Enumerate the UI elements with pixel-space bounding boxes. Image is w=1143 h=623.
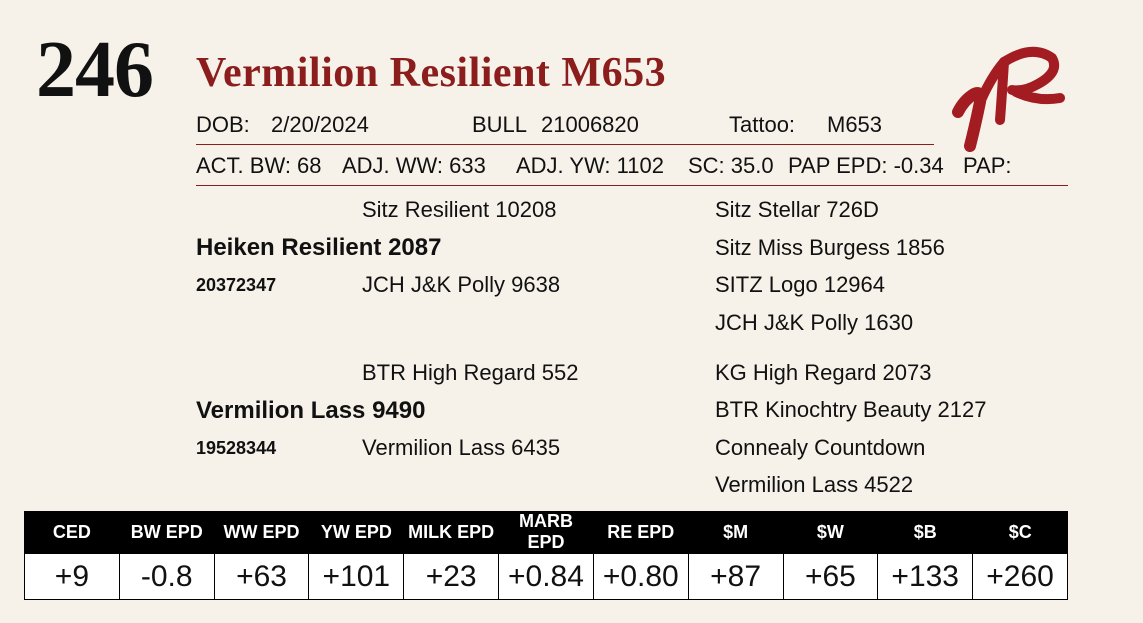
sire-registration: 20372347 — [196, 275, 277, 295]
scrotal-circumference: SC: 35.0 — [688, 153, 774, 178]
epd-header: $C — [972, 511, 1068, 554]
grandparent: Vermilion Lass 4522 — [715, 472, 914, 497]
lot-number: 246 — [36, 26, 154, 114]
grandparent: Sitz Stellar 726D — [715, 197, 879, 222]
dam-sire: BTR High Regard 552 — [362, 360, 579, 385]
epd-header: MARB EPD — [498, 511, 594, 554]
epd-value: +0.84 — [498, 553, 594, 600]
epd-value: +0.80 — [592, 553, 689, 600]
dob-value: 2/20/2024 — [271, 112, 369, 137]
epd-header: MILK EPD — [403, 511, 499, 554]
epd-value: +101 — [308, 553, 405, 600]
epd-table: CED BW EPD WW EPD YW EPD MILK EPD MARB E… — [24, 511, 1068, 600]
epd-header: WW EPD — [213, 511, 309, 554]
divider — [196, 185, 1068, 186]
epd-value: +63 — [213, 553, 310, 600]
epd-value: +260 — [972, 553, 1068, 600]
actual-bw: ACT. BW: 68 — [196, 153, 322, 178]
grandparent: SITZ Logo 12964 — [715, 272, 886, 297]
epd-value: +23 — [403, 553, 500, 600]
epd-header: YW EPD — [308, 511, 404, 554]
tattoo-label: Tattoo: — [729, 112, 796, 137]
grandparent: KG High Regard 2073 — [715, 360, 932, 385]
epd-header-row: CED BW EPD WW EPD YW EPD MILK EPD MARB E… — [24, 511, 1068, 554]
epd-header: $B — [877, 511, 973, 554]
dob-label: DOB: — [196, 112, 250, 137]
epd-header: BW EPD — [118, 511, 215, 554]
performance-row: ACT. BW: 68 ADJ. WW: 633 ADJ. YW: 1102 S… — [196, 155, 1068, 179]
divider — [196, 144, 934, 145]
sire-dam: JCH J&K Polly 9638 — [362, 272, 561, 297]
epd-value: +65 — [782, 553, 879, 600]
epd-header: $W — [782, 511, 878, 554]
epd-value-row: +9 -0.8 +63 +101 +23 +0.84 +0.80 +87 +65… — [24, 553, 1068, 600]
grandparent: Sitz Miss Burgess 1856 — [715, 235, 945, 260]
vr-brand-logo — [952, 47, 1065, 152]
epd-header: $M — [687, 511, 783, 554]
epd-value: -0.8 — [118, 553, 215, 600]
dam-registration: 19528344 — [196, 438, 277, 458]
adjusted-ww: ADJ. WW: 633 — [342, 153, 486, 178]
dam-name: Vermilion Lass 9490 — [196, 397, 426, 424]
tattoo-value: M653 — [827, 112, 883, 137]
animal-name: Vermilion Resilient M653 — [196, 50, 667, 96]
epd-value: +9 — [24, 553, 120, 600]
grandparent: Connealy Countdown — [715, 435, 926, 460]
grandparent: BTR Kinochtry Beauty 2127 — [715, 397, 987, 422]
sire-name: Heiken Resilient 2087 — [196, 234, 442, 261]
epd-value: +133 — [877, 553, 974, 600]
info-row: DOB: 2/20/2024 BULL 21006820 Tattoo: M65… — [196, 114, 934, 138]
epd-value: +87 — [687, 553, 784, 600]
registration-number: 21006820 — [541, 112, 639, 137]
adjusted-yw: ADJ. YW: 1102 — [516, 153, 664, 178]
epd-header: CED — [24, 511, 120, 554]
epd-header: RE EPD — [592, 511, 689, 554]
sex-value: BULL — [472, 112, 528, 137]
dam-dam: Vermilion Lass 6435 — [362, 435, 561, 460]
pap-epd: PAP EPD: -0.34 — [788, 153, 944, 178]
grandparent: JCH J&K Polly 1630 — [715, 310, 914, 335]
sire-sire: Sitz Resilient 10208 — [362, 197, 557, 222]
pap: PAP: — [963, 153, 1012, 178]
